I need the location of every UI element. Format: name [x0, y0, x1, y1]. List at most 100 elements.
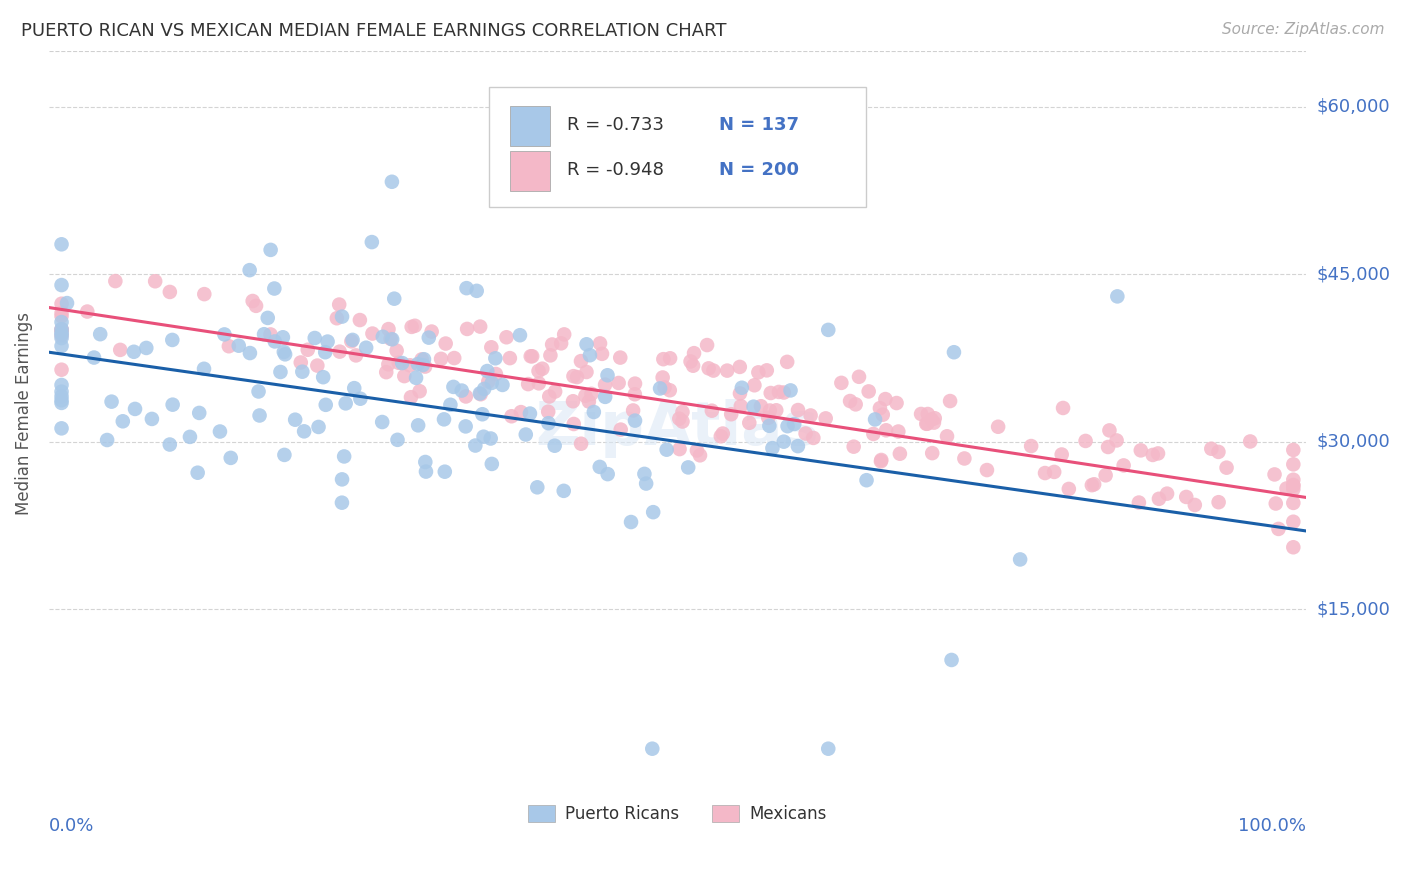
Point — [330, 496, 353, 510]
Point — [143, 274, 166, 288]
Point — [314, 345, 336, 359]
Point — [371, 330, 394, 344]
Point — [51, 306, 73, 320]
Point — [569, 436, 592, 450]
Point — [316, 334, 339, 349]
Point — [768, 384, 790, 399]
Point — [239, 346, 262, 360]
Point — [830, 376, 852, 390]
Text: Source: ZipAtlas.com: Source: ZipAtlas.com — [1222, 22, 1385, 37]
Point — [730, 399, 752, 413]
Point — [273, 448, 295, 462]
Point — [728, 359, 751, 374]
Legend: Puerto Ricans, Mexicans: Puerto Ricans, Mexicans — [522, 798, 834, 830]
Point — [51, 389, 73, 403]
Point — [219, 450, 242, 465]
Point — [683, 346, 706, 360]
Point — [1201, 442, 1223, 456]
Point — [471, 407, 494, 421]
Point — [772, 434, 794, 449]
Point — [304, 331, 326, 345]
Point — [411, 352, 433, 367]
Point — [454, 419, 477, 434]
Point — [574, 389, 596, 403]
Point — [484, 351, 506, 366]
Point — [582, 405, 605, 419]
Point — [259, 327, 281, 342]
Point — [415, 465, 437, 479]
Point — [433, 465, 456, 479]
Point — [51, 331, 73, 345]
Point — [875, 392, 897, 406]
Point — [889, 447, 911, 461]
Point — [1239, 434, 1261, 449]
Point — [456, 281, 478, 295]
Text: N = 200: N = 200 — [718, 161, 799, 179]
Point — [256, 310, 278, 325]
Point — [1282, 541, 1305, 555]
Point — [56, 296, 79, 310]
Text: $60,000: $60,000 — [1317, 97, 1391, 116]
Point — [648, 381, 671, 395]
Point — [689, 448, 711, 462]
Point — [562, 394, 585, 409]
Point — [537, 405, 560, 419]
Point — [349, 313, 371, 327]
Point — [515, 427, 537, 442]
Point — [259, 243, 281, 257]
Point — [1264, 467, 1286, 482]
Point — [783, 417, 806, 431]
Point — [652, 352, 675, 367]
Point — [976, 463, 998, 477]
Point — [553, 327, 575, 342]
Point — [772, 385, 794, 400]
Point — [522, 349, 544, 363]
Point — [527, 364, 550, 378]
Point — [188, 406, 211, 420]
Point — [581, 387, 603, 401]
Point — [839, 394, 862, 409]
Point — [621, 403, 644, 417]
Point — [801, 431, 824, 445]
Point — [290, 355, 312, 369]
Text: $45,000: $45,000 — [1317, 265, 1391, 283]
Point — [1098, 424, 1121, 438]
Point — [491, 378, 513, 392]
Point — [51, 297, 73, 311]
Point — [381, 175, 404, 189]
Point — [862, 426, 884, 441]
Point — [394, 369, 416, 384]
Point — [51, 309, 73, 323]
Point — [391, 356, 413, 370]
Point — [342, 333, 364, 347]
Point — [591, 347, 613, 361]
Point — [917, 407, 939, 421]
Point — [193, 287, 215, 301]
Point — [399, 358, 422, 372]
Point — [519, 407, 541, 421]
Point — [100, 394, 122, 409]
Point — [922, 416, 945, 430]
Text: PUERTO RICAN VS MEXICAN MEDIAN FEMALE EARNINGS CORRELATION CHART: PUERTO RICAN VS MEXICAN MEDIAN FEMALE EA… — [21, 22, 727, 40]
Point — [759, 386, 782, 401]
Point — [481, 376, 503, 390]
Point — [609, 351, 631, 365]
Point — [51, 378, 73, 392]
Point — [744, 378, 766, 392]
Point — [51, 323, 73, 337]
Point — [412, 358, 434, 372]
Point — [51, 421, 73, 435]
Point — [1129, 443, 1152, 458]
Point — [875, 423, 897, 437]
Point — [863, 412, 886, 426]
Point — [89, 327, 111, 342]
Point — [385, 343, 408, 358]
Point — [124, 401, 146, 416]
Point — [479, 432, 502, 446]
Point — [443, 351, 465, 365]
Point — [420, 325, 443, 339]
Point — [307, 359, 329, 373]
Point — [1097, 440, 1119, 454]
Point — [738, 416, 761, 430]
Point — [1208, 445, 1230, 459]
